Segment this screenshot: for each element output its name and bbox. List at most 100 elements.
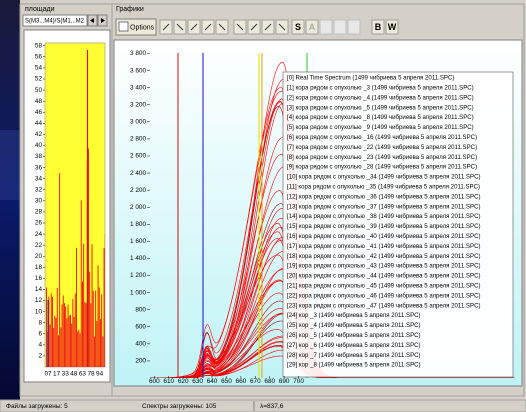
histogram-bar [58,335,59,367]
toolbar-button-label: W [388,22,397,32]
legend-entry: [25] кор _4 (1499 чибриева 5 апреля 2011… [287,322,421,329]
legend-entry: [5] кора рядом с опухолью _9 (1499 чибри… [287,124,474,131]
spectrum-curve [150,106,515,378]
y-tick-label: 44 [35,120,43,127]
x-tick-label: 650 [221,378,232,385]
legend-entry: [10] кора рядом с опухолью _34 (1499 чиб… [287,174,481,181]
y-tick-label: 46 [35,109,43,116]
histogram-bar [74,293,76,367]
histogram-bar [90,303,92,367]
options-label: Options [130,24,155,31]
histogram-bar [70,314,71,367]
histogram-bar [64,303,65,367]
toolbar-icon [176,23,184,31]
toolbar-icon [204,23,212,31]
selector-text: S(M3...M4)/S(M1...M2 [25,19,85,25]
y-tick-label: 2 000 [130,204,146,211]
histogram-bar [49,324,51,367]
spectrum-curve [150,223,515,378]
histogram-bar [66,318,68,367]
histogram-bar [56,287,58,367]
y-tick-label: 24 [35,231,43,238]
toolbar-button-disabled [333,19,347,35]
toolbar-button[interactable] [371,19,385,35]
y-tick-label: 1 400 [130,255,146,262]
legend-entry: [23] кора рядом с опухолью _47 (1499 чиб… [287,302,481,309]
y-tick-label: 1 000 [130,289,146,296]
histogram-bar [60,327,62,367]
toolbar-button[interactable] [305,19,319,35]
x-tick-label: 630 [192,378,203,385]
x-tick-label: 660 [236,378,247,385]
histogram-bar [73,317,75,367]
status-spectra: Спектры загружены: 105 [142,403,217,410]
y-tick-label: 42 [35,131,43,138]
histogram-bar [79,333,81,367]
y-tick-label: 3 000 [130,119,146,126]
histogram-bar [91,244,93,367]
y-tick-label: 20 [35,253,43,260]
legend-box [282,71,514,378]
legend-entry: [22] кора рядом с опухолью _46 (1499 чиб… [287,292,481,299]
legend-entry: [13] кора рядом с опухолью _37 (1499 чиб… [287,203,481,210]
toolbar-button-label: S [295,22,301,32]
y-tick-label: 600 [135,323,146,330]
y-tick-label: 1 800 [130,221,146,228]
histogram-bar [54,315,56,367]
legend-entry: [18] кора рядом с опухолью _42 (1499 чиб… [287,253,481,260]
y-tick-label: 3 400 [130,84,146,91]
toolbar-icon [218,23,226,31]
x-tick-label: 17 [53,371,61,378]
toolbar-button[interactable] [291,19,305,35]
y-tick-label: 3 600 [130,67,146,74]
histogram-bar [55,317,57,367]
histogram-bar [72,299,74,367]
histogram-bar [61,304,63,367]
histogram-bar [83,243,85,367]
legend-entry: [28] кор _7 (1499 чибриева 5 апреля 2011… [287,352,421,359]
histogram-bar [95,290,97,367]
y-tick-label: 14 [35,286,43,293]
histogram-bar [84,301,86,367]
x-tick-label: 94 [96,371,104,378]
histogram-bar [76,247,77,367]
panel-title: Графики [116,6,144,13]
toolbar-icon [236,23,244,31]
x-tick-label: 690 [279,378,290,385]
y-tick-label: 2 800 [130,136,146,143]
histogram-bar [80,200,82,367]
y-tick-label: 22 [35,242,43,249]
selector-box[interactable] [22,14,88,27]
y-tick-label: 3 200 [130,101,146,108]
spectrum-curve [150,345,515,378]
legend-entry: [16] кора рядом с опухолью _40 (1499 чиб… [287,233,481,240]
spectrum-curve [150,337,515,378]
histogram-bar [97,265,99,367]
legend-entry: [21] кора рядом с опухолью _45 (1499 чиб… [287,283,481,290]
toolbar-icon [250,23,258,31]
histogram-bar [82,281,83,367]
toolbar-icon [264,23,272,31]
legend-entry: [0] Real Time Spectrum (1499 чибриева 5 … [287,75,454,82]
toolbar-button[interactable] [385,19,399,35]
y-tick-label: 32 [35,186,43,193]
y-tick-label: 58 [35,42,43,49]
y-tick-label: 8 [38,319,42,326]
toolbar-icon [278,23,286,31]
histogram-bar [62,295,64,367]
x-tick-label: 620 [178,378,189,385]
y-tick-label: 36 [35,164,43,171]
histogram-bar [100,319,101,367]
legend-entry: [4] кора рядом с опухолью _8 (1499 чибри… [287,114,474,121]
histogram-bar [78,329,80,367]
histogram-bar [67,304,69,367]
legend-entry: [12] кора рядом с опухолью _36 (1499 чиб… [287,193,481,200]
prev-arrow [90,18,94,23]
y-tick-label: 1 200 [130,272,146,279]
histogram-bar [52,297,53,367]
y-tick-label: 34 [35,175,43,182]
toolbar-icon [190,23,198,31]
histogram-bar [46,287,47,367]
